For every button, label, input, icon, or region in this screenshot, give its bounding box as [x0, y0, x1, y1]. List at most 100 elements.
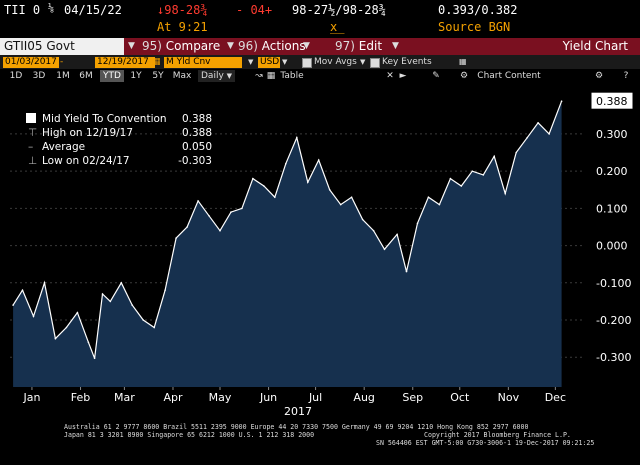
pricing-source: Source BGN	[438, 20, 511, 34]
footer-copyright: Copyright 2017 Bloomberg Finance L.P.	[424, 431, 571, 439]
quote-row: TII 0 ⅛ 04/15/22 ↓98-28¾ - 04+ 98-27½/98…	[0, 0, 640, 38]
field-dropdown-arrow-icon[interactable]: ▼	[248, 58, 254, 66]
quote-time: At 9:21	[157, 20, 208, 34]
data-point-48	[526, 136, 528, 139]
data-point-11	[120, 282, 123, 284]
range-max[interactable]: Max	[172, 71, 192, 81]
data-point-18	[197, 200, 199, 202]
range-bar: 1D 3D 1M 6M YTD 1Y 5Y Max Daily ▼ ↝ ▦ Ta…	[0, 69, 640, 83]
y-tick-label-0: -0.300	[596, 351, 631, 364]
low-icon: ⊥	[28, 155, 37, 167]
dropdown-arrow-icon[interactable]: ▼	[128, 41, 135, 51]
series-swatch	[26, 113, 36, 123]
mov-avgs-checkbox[interactable]	[302, 58, 312, 68]
x-axis-year-label: 2017	[284, 405, 312, 418]
x-tick-label-5: Jun	[259, 391, 277, 404]
data-point-44	[482, 174, 485, 176]
legend-series-value: 0.388	[182, 113, 212, 125]
last-value-label: 0.388	[596, 95, 628, 108]
x-tick-label-2: Mar	[114, 391, 135, 404]
mov-avgs-arrow-icon[interactable]: ▼	[360, 58, 366, 66]
data-point-22	[241, 207, 243, 210]
x-tick-label-7: Aug	[353, 391, 374, 404]
data-point-3	[43, 282, 46, 284]
data-point-51	[560, 100, 563, 102]
data-point-4	[54, 337, 57, 340]
series-area-group	[12, 100, 563, 387]
x-tick-label-3: Apr	[163, 391, 183, 404]
currency-dropdown-arrow-icon[interactable]: ▼	[282, 58, 288, 66]
actions-menu-arrow-icon[interactable]: ▼	[303, 41, 310, 51]
start-date-input[interactable]: 01/03/2017	[3, 57, 59, 68]
data-point-25	[274, 196, 276, 198]
data-point-50	[548, 133, 550, 135]
edit-button[interactable]: 97) Edit	[335, 39, 383, 53]
zoom-icon[interactable]: ►	[399, 71, 407, 81]
range-5y[interactable]: 5Y	[152, 71, 164, 81]
data-point-7	[87, 341, 90, 344]
x-tick-label-11: Dec	[545, 391, 566, 404]
end-date-input[interactable]: 12/19/2017	[95, 57, 155, 68]
security-name: TII 0	[4, 3, 41, 17]
range-1m[interactable]: 1M	[56, 71, 70, 81]
zoom-out-icon[interactable]: ✕	[386, 71, 394, 81]
range-1d[interactable]: 1D	[9, 71, 23, 81]
table-icon[interactable]: ▦	[266, 71, 276, 81]
data-point-20	[219, 229, 221, 232]
y-tick-label-5: 0.200	[596, 165, 628, 178]
key-events-checkbox[interactable]	[370, 58, 380, 68]
settings-gear-icon[interactable]: ⚙	[594, 71, 604, 81]
yield-field-select[interactable]: M Yld Cnv	[164, 57, 242, 68]
footer-phone-line-2: Japan 81 3 3201 8900 Singapore 65 6212 1…	[64, 431, 314, 439]
x-tick-label-0: Jan	[22, 391, 40, 404]
chart-area: -0.300 -0.200 -0.100 0.000 0.100 0.200 0.300 J…	[0, 85, 640, 461]
table-toggle[interactable]: Table	[280, 71, 304, 81]
data-point-43	[471, 170, 474, 172]
security-input[interactable]: GTII05 Govt	[0, 38, 124, 55]
data-point-40	[438, 203, 441, 206]
range-3d[interactable]: 3D	[32, 71, 46, 81]
data-point-37	[405, 270, 408, 273]
data-point-16	[175, 237, 177, 239]
range-1y[interactable]: 1Y	[130, 71, 142, 81]
data-point-24	[263, 185, 265, 187]
pencil-icon[interactable]: ✎	[432, 71, 440, 81]
series-line	[12, 100, 563, 359]
high-icon: ⊤	[28, 127, 37, 139]
chart-settings-icon[interactable]: ⚙	[459, 71, 469, 81]
frequency-select[interactable]: Daily ▼	[198, 70, 236, 82]
data-point-32	[350, 196, 353, 198]
x-tick-label-1: Feb	[71, 391, 90, 404]
data-point-42	[460, 185, 463, 187]
legend-high-value: 0.388	[182, 127, 212, 139]
command-bar: GTII05 Govt ▼ 95) Compare ▼ 96) Actions …	[0, 38, 640, 55]
key-events-menu-icon[interactable]: ▦	[459, 57, 467, 66]
line-chart-icon[interactable]: ↝	[255, 71, 263, 81]
data-point-28	[307, 181, 309, 184]
legend-low-label: Low on 02/24/17	[42, 155, 130, 167]
range-6m[interactable]: 6M	[79, 71, 93, 81]
data-point-30	[328, 189, 331, 191]
coupon-fraction: ⅛	[48, 3, 55, 14]
help-icon[interactable]: ?	[623, 71, 629, 81]
data-point-41	[449, 177, 452, 180]
last-value-box	[591, 92, 633, 109]
compare-button[interactable]: 95) Compare	[142, 39, 221, 53]
compare-menu-arrow-icon[interactable]: ▼	[227, 41, 234, 51]
chart-content-button[interactable]: Chart Content	[477, 71, 541, 81]
last-value-callout: 0.388	[591, 92, 633, 109]
tick-change: - 04+	[236, 3, 273, 17]
currency-select[interactable]: USD	[258, 57, 280, 68]
legend-average-label: Average	[42, 141, 85, 153]
data-point-49	[537, 122, 539, 124]
calendar-icon[interactable]: ▦	[152, 57, 161, 67]
y-tick-label-6: 0.300	[596, 128, 628, 141]
data-point-45	[493, 155, 496, 158]
actions-button[interactable]: 96) Actions	[238, 39, 306, 53]
legend-low-value: -0.303	[178, 155, 212, 167]
range-ytd[interactable]: YTD	[100, 70, 124, 82]
data-point-46	[504, 192, 507, 195]
data-point-8	[93, 357, 96, 360]
data-point-13	[142, 319, 144, 321]
edit-menu-arrow-icon[interactable]: ▼	[392, 41, 399, 51]
